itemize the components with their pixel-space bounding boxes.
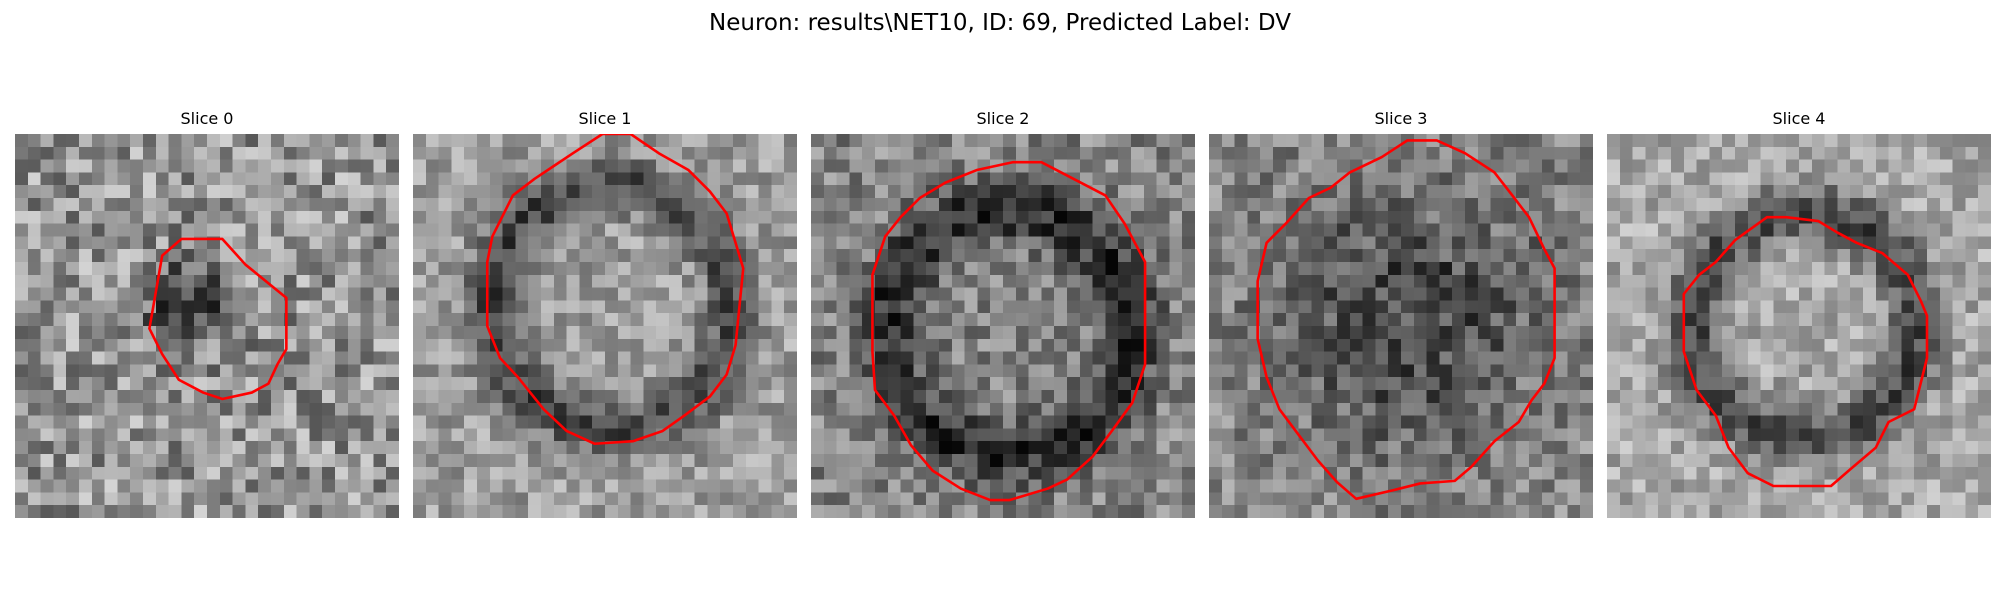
slice-image <box>1209 134 1593 518</box>
slice-panel-1: Slice 1 <box>413 108 797 518</box>
slice-title: Slice 0 <box>180 109 234 128</box>
slice-image <box>1607 134 1991 518</box>
slice-title: Slice 1 <box>578 109 632 128</box>
slice-image <box>15 134 399 518</box>
slice-panel-4: Slice 4 <box>1607 108 1991 518</box>
pixel-grid <box>413 134 797 518</box>
slice-image <box>413 134 797 518</box>
roi-outline <box>149 239 286 399</box>
slice-title: Slice 3 <box>1374 109 1428 128</box>
roi-outline <box>872 162 1145 500</box>
figure-title: Neuron: results\NET10, ID: 69, Predicted… <box>709 10 1291 36</box>
pixel-grid <box>15 134 399 518</box>
slice-image <box>811 134 1195 518</box>
slice-title: Slice 4 <box>1772 109 1826 128</box>
pixel-grid <box>1607 134 1991 518</box>
roi-outline <box>1684 217 1927 486</box>
slice-panel-0: Slice 0 <box>15 108 399 518</box>
roi-outline <box>1258 140 1555 498</box>
pixel-grid <box>811 134 1195 518</box>
pixel-grid <box>1209 134 1593 518</box>
slice-panel-3: Slice 3 <box>1209 108 1593 518</box>
slice-panel-2: Slice 2 <box>811 108 1195 518</box>
roi-outline <box>487 134 743 444</box>
slice-title: Slice 2 <box>976 109 1030 128</box>
